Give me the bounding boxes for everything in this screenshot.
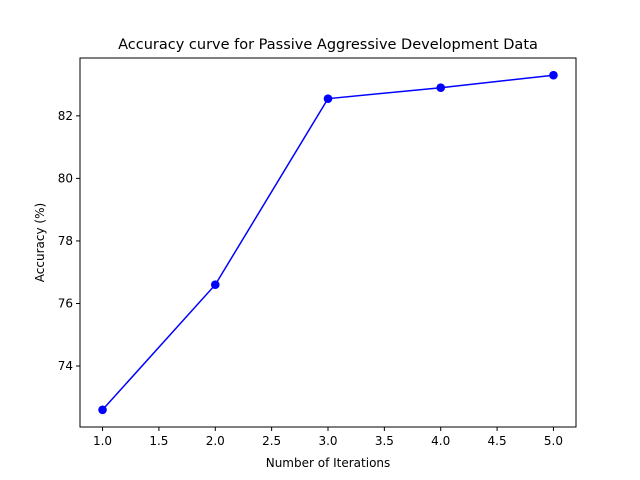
x-tick-label: 5.0 [544,434,563,448]
x-axis-label: Number of Iterations [266,456,391,470]
plot-area-frame [79,57,577,428]
y-tick-label: 80 [58,171,73,185]
data-point [436,83,446,93]
data-point [549,70,558,80]
y-axis: 74 76 78 80 82 [58,109,80,373]
y-axis-label: Accuracy (%) [33,203,47,282]
x-tick-label: 4.5 [488,434,507,448]
data-point [210,280,220,290]
y-tick-label: 78 [58,234,73,248]
x-tick-label: 3.5 [375,434,394,448]
x-tick-label: 2.0 [206,434,225,448]
x-tick-label: 4.0 [431,434,450,448]
series-group [98,70,558,415]
y-tick-label: 82 [58,109,73,123]
x-tick-label: 1.0 [93,434,112,448]
y-tick-label: 74 [58,359,73,373]
data-point [323,94,333,103]
series-line [101,74,554,411]
x-tick-label: 1.5 [149,434,168,448]
x-axis: 1.0 1.5 2.0 2.5 3.0 3.5 4.0 4.5 5.0 [93,427,563,448]
data-point [98,405,107,415]
y-tick-label: 76 [58,296,73,310]
x-tick-label: 3.0 [318,434,337,448]
chart-title: Accuracy curve for Passive Aggressive De… [118,37,538,53]
x-tick-label: 2.5 [262,434,281,448]
